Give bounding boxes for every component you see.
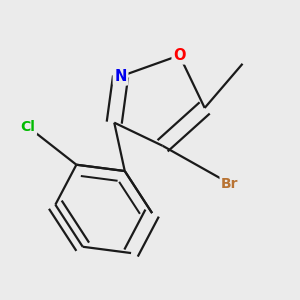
Text: Cl: Cl — [21, 120, 35, 134]
Text: N: N — [114, 69, 127, 84]
Text: Br: Br — [221, 177, 239, 191]
Text: O: O — [173, 48, 186, 63]
